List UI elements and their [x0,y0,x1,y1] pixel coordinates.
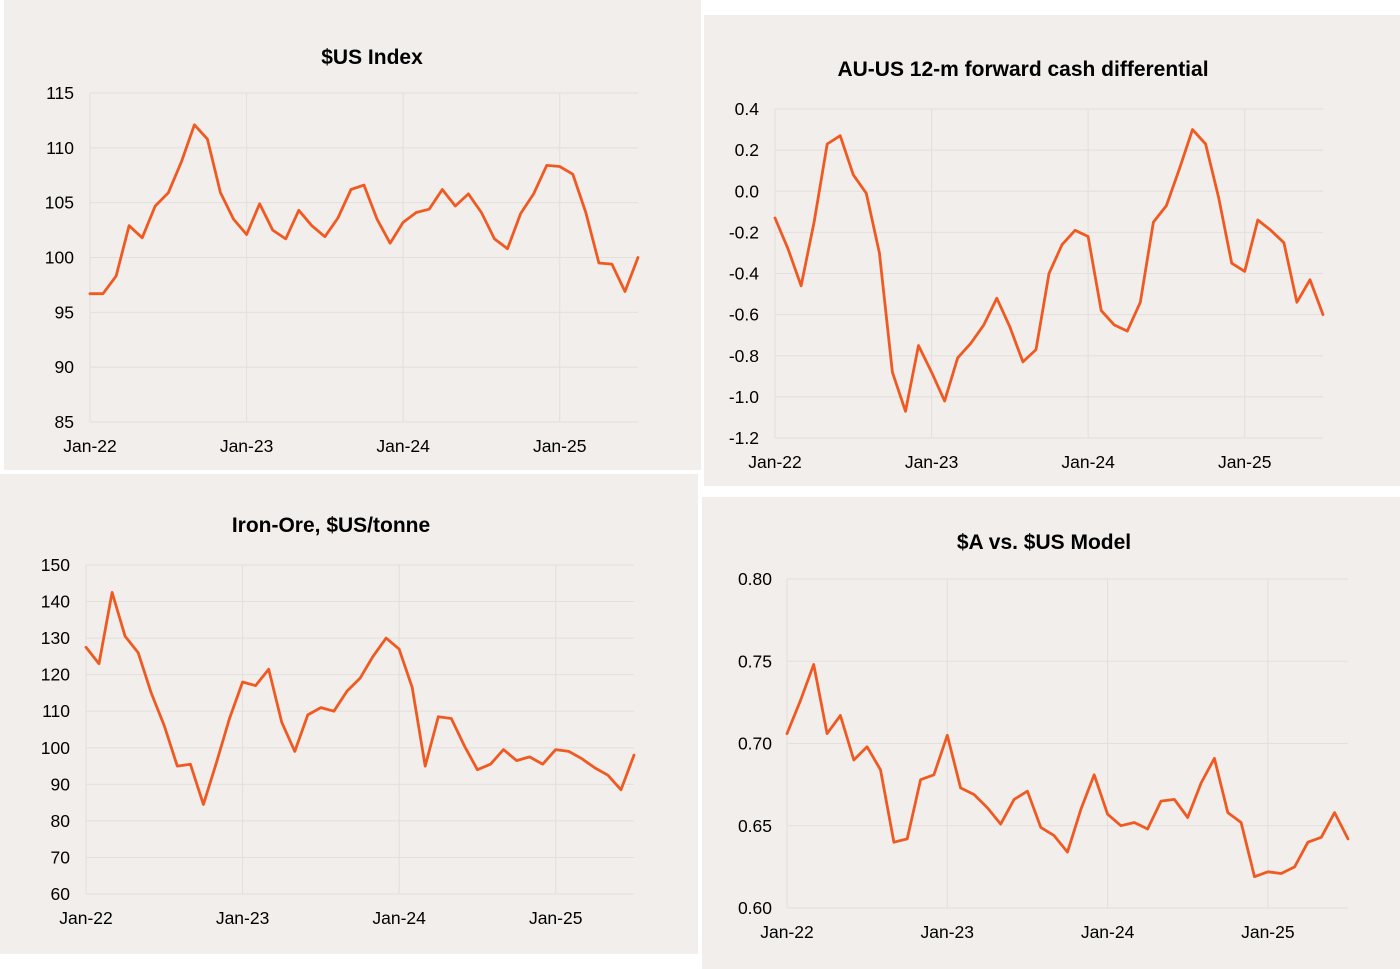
x-tick-label: Jan-23 [905,452,959,472]
chart-panel-aud-model: $A vs. $US Model 0.80 0.75 0.70 0.65 0.60 Jan… [702,497,1400,969]
y-tick-label: 110 [42,701,70,721]
chart-title: Iron-Ore, $US/tonne [232,514,430,537]
chart-title: $A vs. $US Model [957,531,1131,554]
chart-cash-differential-svg: AU-US 12-m forward cash differential 0.4… [729,58,1325,472]
y-tick-label: 60 [51,884,71,904]
y-tick-label: 0.60 [738,898,772,918]
y-tick-label: 90 [51,774,71,794]
x-tick-label: Jan-23 [216,908,270,928]
y-tick-label: 100 [41,738,70,758]
x-tick-label: Jan-23 [921,922,975,942]
x-tick-label: Jan-24 [372,908,426,928]
y-tick-label: -0.8 [729,346,759,366]
x-tick-label: Jan-25 [1218,452,1272,472]
chart-panel-cash-differential: AU-US 12-m forward cash differential 0.4… [704,15,1400,486]
series-line [773,128,1325,413]
x-tick-label: Jan-22 [748,452,802,472]
chart-title: $US Index [321,46,423,69]
y-tick-label: 95 [55,302,74,322]
y-tick-label: 85 [55,412,74,432]
y-tick-label: -0.2 [729,222,759,242]
y-tick-label: 110 [46,138,74,158]
series-line [84,591,636,806]
y-tick-label: 80 [51,811,71,831]
x-tick-label: Jan-23 [220,436,274,456]
x-tick-label: Jan-25 [529,908,583,928]
y-tick-label: 0.75 [738,651,772,671]
y-tick-label: -0.6 [729,305,759,325]
y-tick-label: 140 [41,592,70,612]
y-tick-label: 130 [41,628,70,648]
x-tick-label: Jan-25 [1241,922,1295,942]
y-tick-label: 90 [55,357,75,377]
y-tick-label: 120 [41,665,70,685]
y-tick-label: 0.2 [735,140,759,160]
x-tick-label: Jan-25 [533,436,587,456]
x-tick-label: Jan-24 [1061,452,1115,472]
y-tick-label: 0.4 [735,99,760,119]
chart-title: AU-US 12-m forward cash differential [837,58,1208,81]
x-tick-label: Jan-22 [63,436,117,456]
y-tick-label: 0.70 [738,734,772,754]
y-tick-label: -1.0 [729,387,759,407]
y-tick-label: 0.65 [738,816,772,836]
y-tick-label: -1.2 [729,428,759,448]
y-tick-label: 0.0 [735,181,760,201]
x-tick-label: Jan-22 [59,908,113,928]
y-tick-label: 115 [46,83,74,103]
y-tick-label: 150 [41,555,70,575]
series-line [785,663,1350,879]
y-tick-label: 70 [51,847,71,867]
chart-aud-model-svg: $A vs. $US Model 0.80 0.75 0.70 0.65 0.60 Jan… [738,531,1350,942]
y-tick-label: 105 [45,193,74,213]
y-tick-label: 0.80 [738,569,772,589]
chart-us-index-svg: $US Index 115 110 105 100 95 90 85 Jan-22 Jan-23… [45,46,640,456]
x-tick-label: Jan-24 [1081,922,1135,942]
y-tick-label: -0.4 [729,264,759,284]
x-tick-label: Jan-22 [760,922,814,942]
x-tick-label: Jan-24 [376,436,430,456]
chart-panel-iron-ore: Iron-Ore, $US/tonne 150 140 130 120 110 100 90… [0,474,698,954]
chart-iron-ore-svg: Iron-Ore, $US/tonne 150 140 130 120 110 100 90… [41,514,636,928]
series-line [88,123,640,296]
chart-panel-us-index: $US Index 115 110 105 100 95 90 85 Jan-22 Jan-23… [4,0,701,470]
y-tick-label: 100 [45,248,74,268]
